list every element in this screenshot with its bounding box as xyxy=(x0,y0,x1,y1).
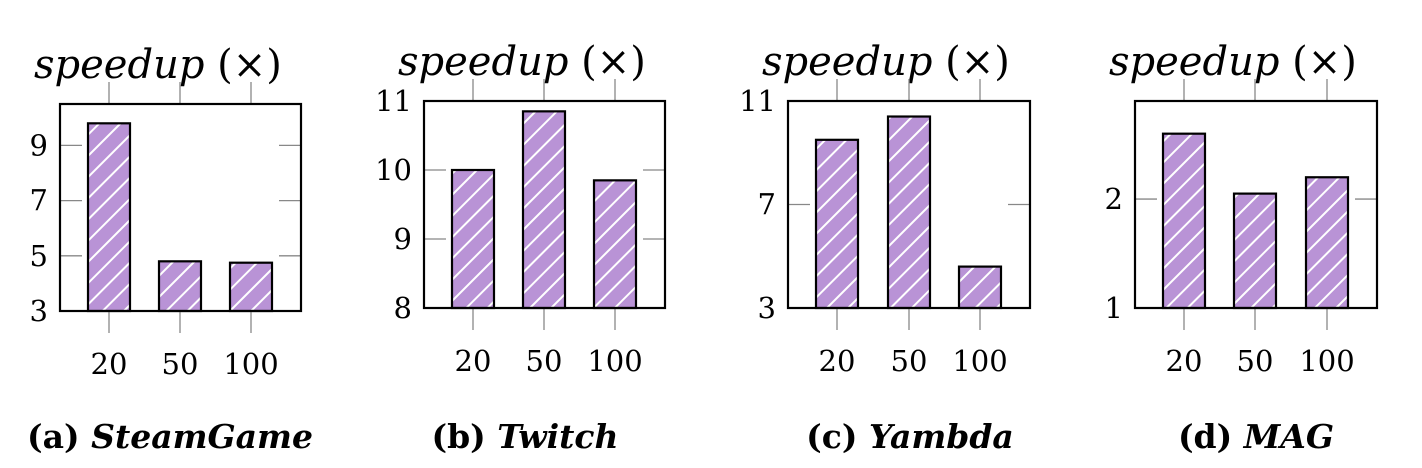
y-tick-label: 9 xyxy=(30,128,48,162)
x-tick-label: 50 xyxy=(162,347,199,381)
y-tick-label: 10 xyxy=(375,153,412,187)
x-tick-label: 100 xyxy=(952,344,1007,378)
y-tick-label: 3 xyxy=(30,294,48,328)
y-axis-label-main: speedup xyxy=(34,42,204,88)
subfigure-caption: (b) Twitch xyxy=(431,417,618,456)
y-axis-label-unit: (×) xyxy=(204,42,281,88)
bar-20 xyxy=(1161,132,1207,310)
bar-20 xyxy=(814,138,860,310)
subfigure-caption: (d) MAG xyxy=(1178,417,1334,456)
bar-100 xyxy=(592,179,638,310)
bar-50 xyxy=(521,110,567,310)
y-tick-label: 8 xyxy=(394,291,412,325)
plot-frame xyxy=(422,99,667,310)
caption-dataset-name: Twitch xyxy=(497,417,618,456)
y-tick-label: 11 xyxy=(739,84,776,118)
y-axis-label-main: speedup xyxy=(1109,39,1279,85)
chart-panel-1: speedup (×) 20 50 100 3 5 7 9 (a) SteamGame xyxy=(27,42,313,456)
x-tick-label: 100 xyxy=(587,344,642,378)
caption-dataset-name: Yambda xyxy=(869,417,1014,456)
y-axis-label-unit: (×) xyxy=(932,39,1009,85)
caption-prefix: (b) xyxy=(431,417,497,456)
y-tick-label: 7 xyxy=(758,188,776,222)
bar-100 xyxy=(228,261,274,313)
x-tick-label: 20 xyxy=(819,344,856,378)
bar-20 xyxy=(86,122,132,313)
caption-prefix: (d) xyxy=(1178,417,1244,456)
y-axis-label: speedup (×) xyxy=(1109,39,1357,85)
chart-panel-3: speedup (×) 20 50 100 3 7 11 (c) Yambda xyxy=(739,39,1032,456)
y-tick-label: 3 xyxy=(758,291,776,325)
x-tick-label: 20 xyxy=(1166,344,1203,378)
plot-frame xyxy=(1133,99,1379,310)
x-tick-label: 50 xyxy=(891,344,928,378)
bar-50 xyxy=(157,260,203,313)
y-tick-label: 5 xyxy=(30,239,48,273)
caption-prefix: (c) xyxy=(806,417,869,456)
x-tick-label: 100 xyxy=(1299,344,1354,378)
bar-100 xyxy=(957,265,1003,310)
bar-50 xyxy=(886,115,932,310)
y-tick-label: 2 xyxy=(1105,182,1123,216)
bar-20 xyxy=(450,168,496,310)
y-axis-label-unit: (×) xyxy=(568,39,645,85)
y-axis-label: speedup (×) xyxy=(398,39,646,85)
chart-panel-2: speedup (×) 20 50 100 8 9 10 11 (b) Twitch xyxy=(375,39,667,456)
x-tick-label: 50 xyxy=(526,344,563,378)
bar-100 xyxy=(1304,176,1350,310)
y-axis-label-main: speedup xyxy=(398,39,568,85)
subfigure-caption: (a) SteamGame xyxy=(27,417,313,456)
y-axis-label-main: speedup xyxy=(762,39,932,85)
x-tick-label: 100 xyxy=(223,347,278,381)
caption-dataset-name: MAG xyxy=(1243,417,1334,456)
y-axis-label: speedup (×) xyxy=(762,39,1010,85)
y-tick-label: 1 xyxy=(1105,291,1123,325)
y-tick-label: 7 xyxy=(30,184,48,218)
y-axis-label-unit: (×) xyxy=(1279,39,1356,85)
caption-prefix: (a) xyxy=(27,417,91,456)
bar-50 xyxy=(1232,192,1278,310)
caption-dataset-name: SteamGame xyxy=(91,417,313,456)
chart-panel-4: speedup (×) 20 50 100 1 2 (d) MAG xyxy=(1105,39,1379,456)
x-tick-label: 20 xyxy=(455,344,492,378)
y-tick-label: 11 xyxy=(375,84,412,118)
y-axis-label: speedup (×) xyxy=(34,42,282,88)
x-tick-label: 50 xyxy=(1237,344,1274,378)
plot-frame xyxy=(58,102,303,313)
x-tick-label: 20 xyxy=(91,347,128,381)
plot-frame xyxy=(786,99,1032,310)
subfigure-caption: (c) Yambda xyxy=(806,417,1014,456)
y-tick-label: 9 xyxy=(394,222,412,256)
